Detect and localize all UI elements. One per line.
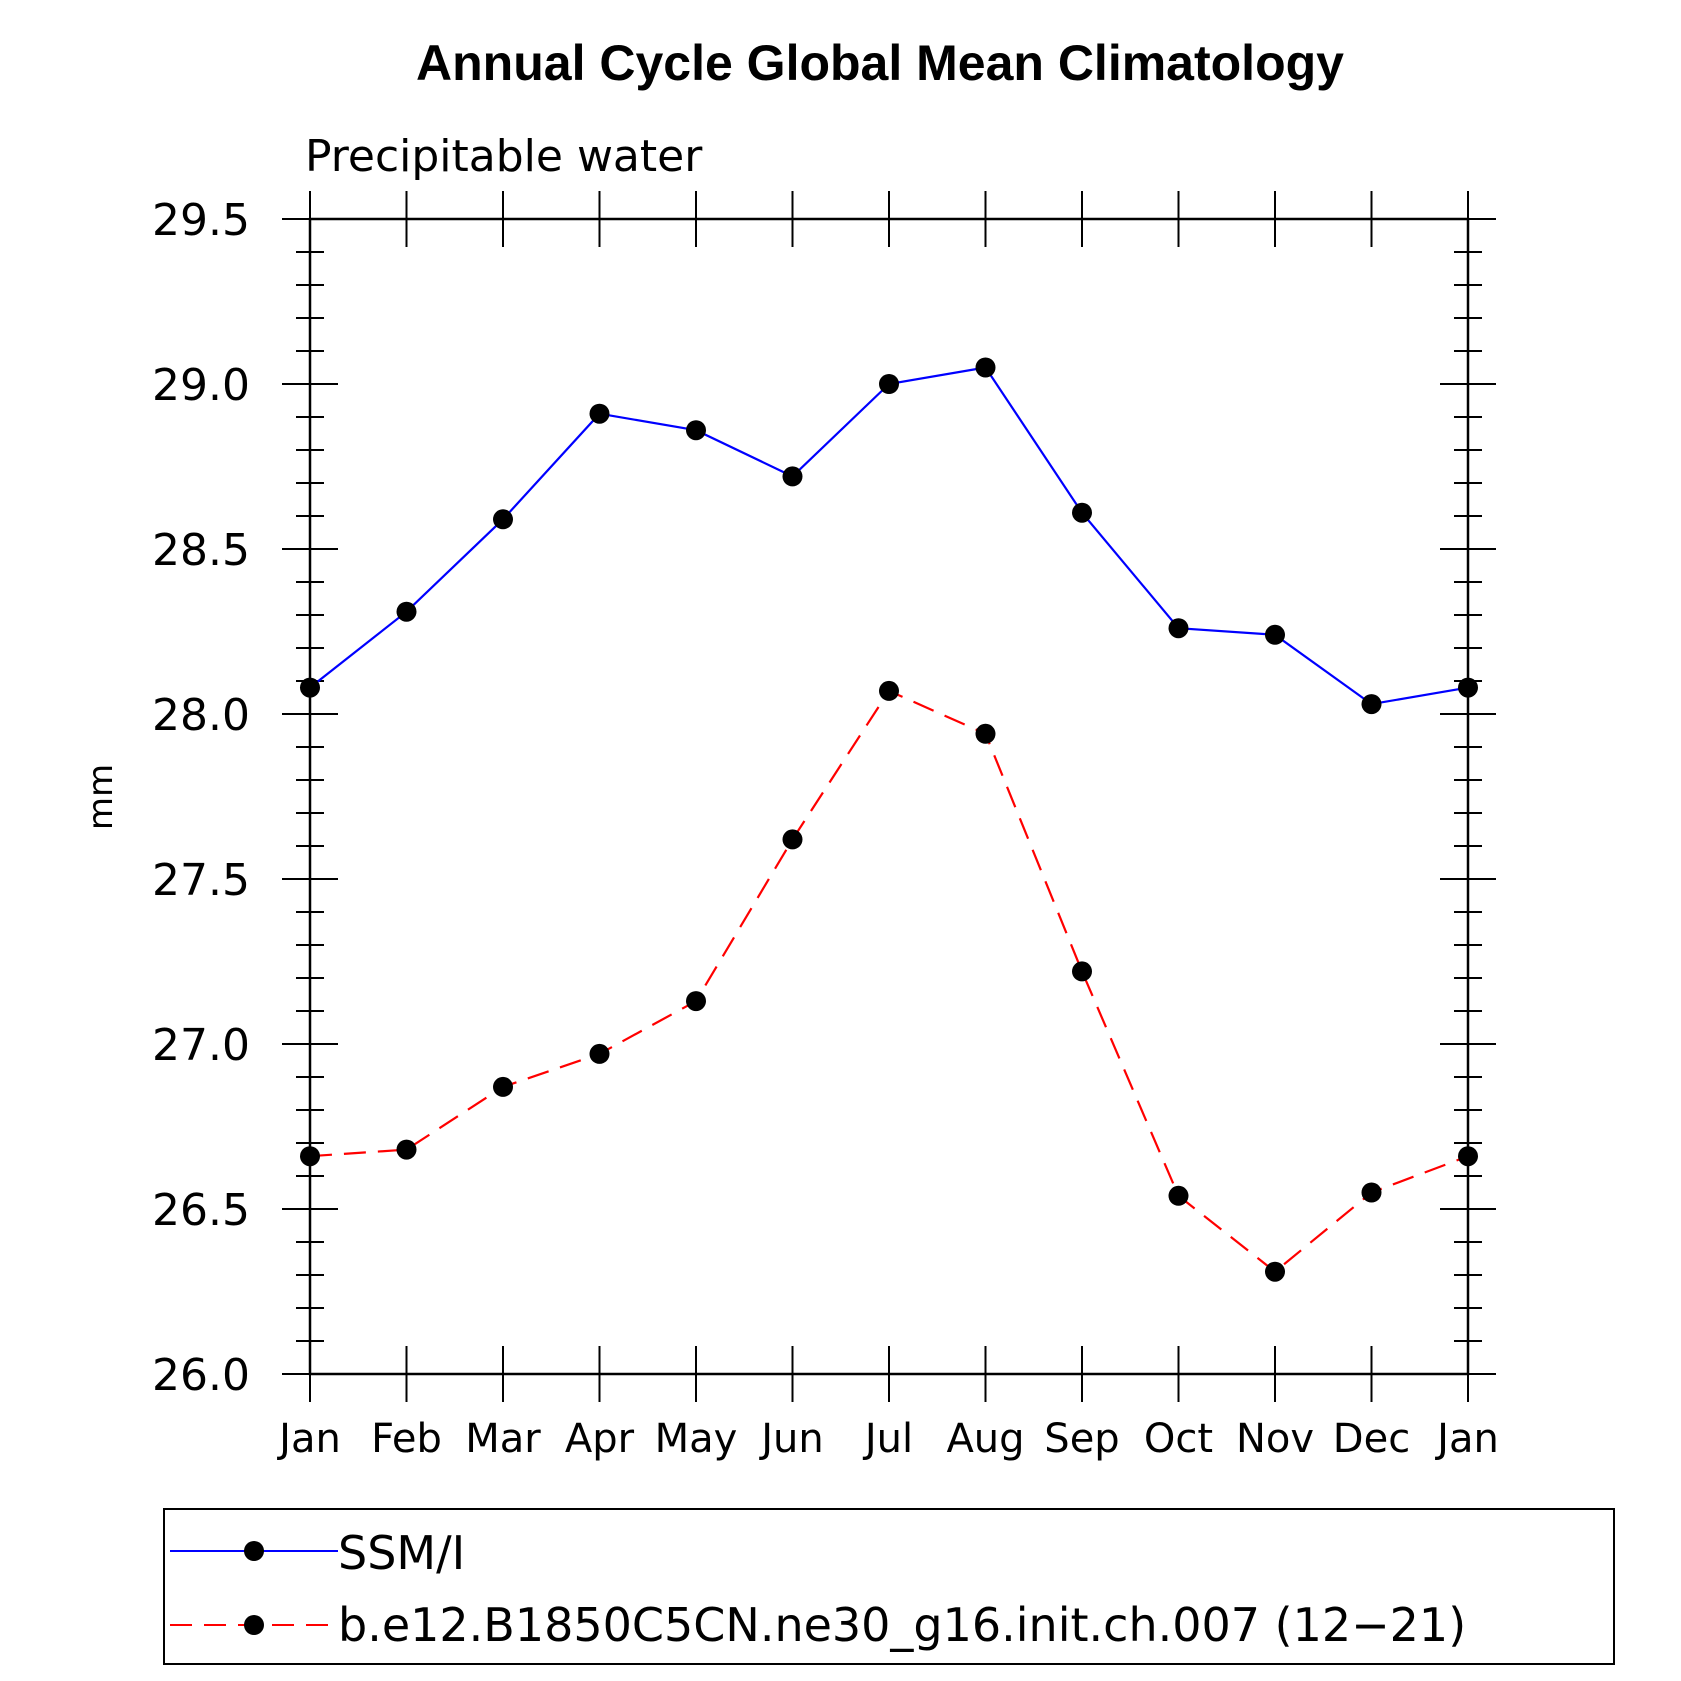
x-tick-label: May — [655, 1416, 738, 1462]
y-tick-label: 29.5 — [152, 195, 250, 246]
legend: SSM/I b.e12.B1850C5CN.ne30_g16.init.ch.0… — [163, 1508, 1615, 1665]
series-1-point — [589, 1043, 610, 1064]
series-0-point — [589, 403, 610, 424]
series-0-point — [1361, 694, 1382, 715]
series-0-point — [493, 509, 513, 530]
x-tick-label: Aug — [946, 1416, 1024, 1462]
legend-label-model: b.e12.B1850C5CN.ne30_g16.init.ch.007 (12… — [338, 1598, 1466, 1652]
x-tick-label: Jun — [758, 1416, 824, 1462]
series-1-point — [686, 991, 706, 1012]
plot-frame — [308, 217, 1470, 1376]
x-tick-label: Jan — [1434, 1416, 1499, 1462]
series-0-point — [1072, 502, 1092, 523]
legend-marker-ssmi — [244, 1541, 264, 1561]
series-1-point — [396, 1139, 417, 1160]
series-0-point — [879, 374, 899, 394]
legend-marker-model — [244, 1615, 264, 1635]
y-tick-label: 28.5 — [152, 525, 250, 576]
series-0-point — [1168, 618, 1189, 639]
axis-ticks: 26.0 26.5 27.0 27.5 28.0 28.5 29.0 29.5 Jan Feb Ma… — [152, 191, 1499, 1462]
series-1-point — [1168, 1185, 1189, 1206]
series-1-point — [782, 829, 803, 850]
x-tick-label: Dec — [1333, 1416, 1410, 1462]
x-tick-label: Apr — [565, 1416, 635, 1462]
x-tick-label: Feb — [371, 1416, 442, 1462]
chart-subtitle: Precipitable water — [305, 131, 703, 182]
plot-series — [300, 357, 1478, 1282]
y-tick-label: 27.5 — [152, 855, 250, 906]
x-tick-label: Nov — [1236, 1416, 1314, 1462]
series-1-point — [1361, 1182, 1382, 1203]
x-tick-label: Jul — [862, 1416, 913, 1462]
y-tick-label: 26.5 — [152, 1185, 250, 1236]
y-tick-label: 28.0 — [152, 690, 250, 741]
series-1-point — [1265, 1261, 1285, 1282]
series-1-point — [1072, 961, 1092, 982]
y-tick-label: 26.0 — [152, 1350, 250, 1401]
legend-box — [163, 1508, 1615, 1665]
x-tick-label: Mar — [465, 1416, 541, 1462]
x-tick-label: Jan — [276, 1416, 341, 1462]
chart-title: Annual Cycle Global Mean Climatology — [416, 35, 1344, 91]
y-axis-label: mm — [81, 764, 121, 830]
series-1-point — [879, 680, 899, 701]
y-tick-label: 27.0 — [152, 1020, 250, 1071]
x-tick-label: Sep — [1044, 1416, 1119, 1462]
series-0-point — [782, 466, 803, 487]
series-0-point — [396, 601, 417, 622]
series-1-point — [493, 1076, 513, 1097]
y-tick-label: 29.0 — [152, 360, 250, 411]
series-1-point — [975, 723, 996, 744]
x-tick-label: Oct — [1144, 1416, 1213, 1462]
series-0-point — [975, 357, 996, 378]
legend-label-ssmi: SSM/I — [338, 1526, 465, 1580]
series-0-point — [1265, 624, 1285, 645]
series-0-point — [686, 420, 706, 441]
